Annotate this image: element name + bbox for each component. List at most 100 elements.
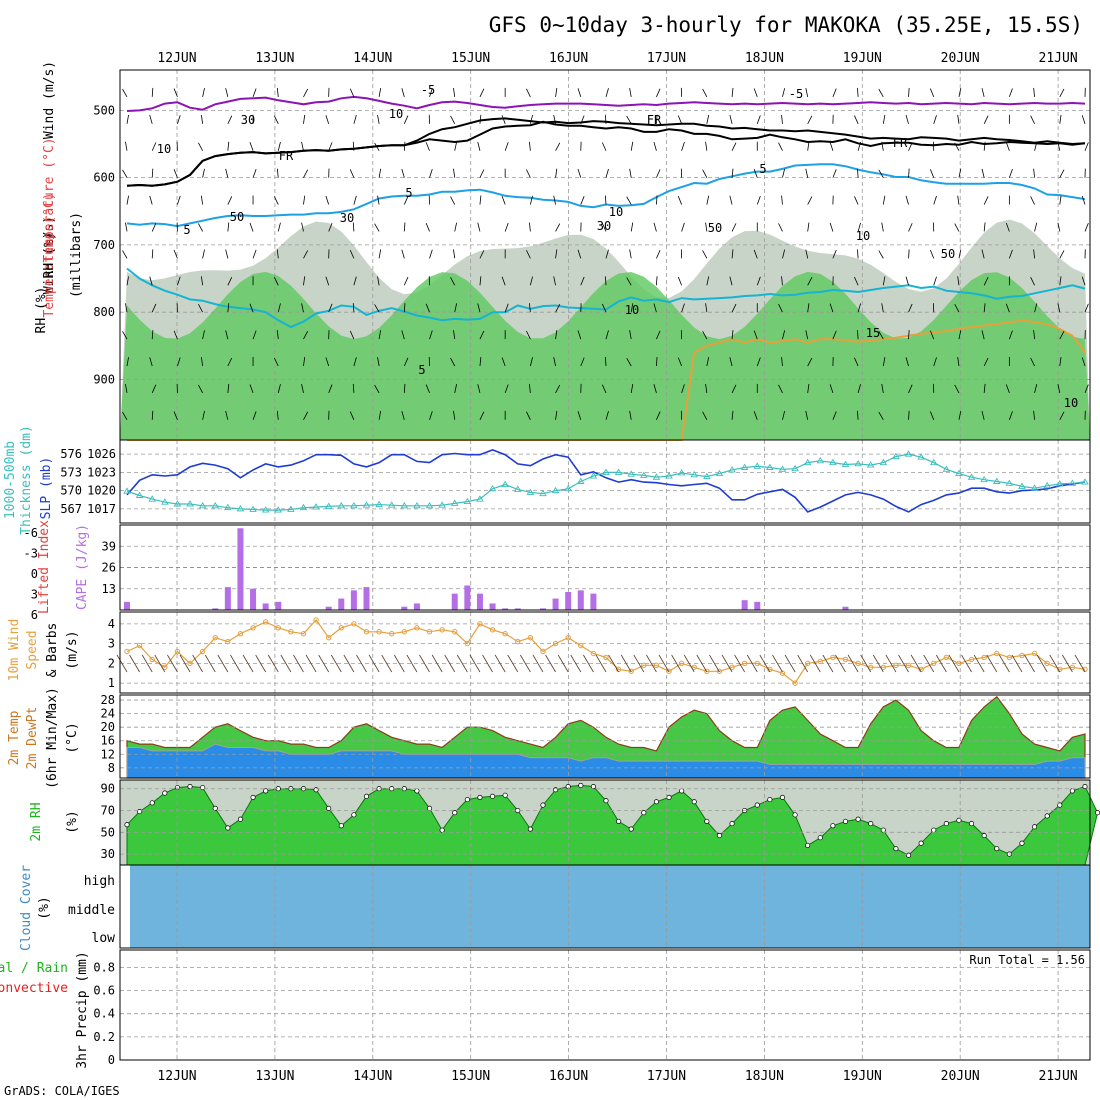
contour-label: 5: [405, 186, 412, 200]
wind-barb: [374, 223, 380, 232]
wind-barb: [151, 223, 157, 232]
wind-barb: [832, 88, 837, 98]
rh-2m-marker: [679, 788, 685, 794]
thickness-marker: [362, 501, 371, 508]
wind-barb: [349, 249, 355, 259]
surface-wind-barb: [986, 654, 998, 673]
wind-barb: [753, 411, 758, 420]
surface-wind-barb: [545, 654, 556, 673]
wind-barb: [705, 303, 708, 313]
wind-barb: [1057, 222, 1061, 232]
thickness-marker: [866, 461, 875, 468]
wind-barb: [1084, 142, 1089, 151]
thickness-marker: [1018, 482, 1026, 489]
wind-barb: [908, 87, 910, 97]
wind-barb: [277, 222, 281, 232]
contour-label: 10: [389, 107, 403, 121]
wind-barb: [1057, 303, 1061, 313]
wind-speed-marker: [628, 668, 634, 674]
wind-barb: [276, 249, 279, 259]
wind-barb: [349, 330, 355, 340]
wind-barb: [403, 222, 406, 232]
rh-2m-marker: [212, 805, 218, 811]
wind-barb: [1081, 115, 1086, 124]
wind-barb: [479, 250, 485, 259]
thickness-marker: [778, 465, 787, 472]
contour-label: 5: [759, 162, 766, 176]
date-label-top: 16JUN: [549, 51, 588, 66]
thickness-marker: [375, 500, 383, 508]
wind-barb: [857, 303, 861, 313]
surface-wind-barb: [683, 654, 695, 673]
rh-2m-marker: [326, 805, 332, 811]
wind-barb: [501, 357, 506, 367]
wind-barb: [1084, 384, 1089, 394]
date-label-bottom: 17JUN: [647, 1069, 686, 1084]
wind-barb: [429, 411, 433, 420]
wind-barb: [479, 88, 485, 98]
date-label-bottom: 21JUN: [1039, 1069, 1078, 1084]
wind-barb: [225, 249, 229, 259]
contour-label: 50: [230, 210, 244, 224]
wind-barb: [905, 276, 909, 286]
wind-barb: [731, 303, 737, 313]
rh-2m-marker: [1032, 824, 1038, 830]
wind-barb: [981, 410, 985, 420]
wind-barb: [403, 115, 409, 124]
thickness-marker: [703, 472, 711, 480]
rh-2m-marker: [1069, 788, 1075, 794]
wind-barb: [782, 330, 786, 340]
wind-speed-marker: [994, 650, 1000, 657]
wind-barb: [227, 303, 230, 313]
wind-barb: [626, 358, 632, 367]
rh-shading-humid: [120, 271, 1090, 440]
wind-barb: [477, 384, 481, 394]
axis-label-temperature: Temperature (°C): [42, 137, 57, 262]
wind-barb: [731, 330, 734, 340]
surface-wind-barb: [709, 654, 720, 673]
wind-speed-marker: [603, 654, 609, 661]
wind-barb: [555, 249, 558, 259]
wind-speed-marker: [540, 648, 546, 655]
wind-barb: [173, 249, 178, 259]
wind-barb: [878, 250, 884, 259]
surface-wind-barb: [330, 654, 342, 673]
axis-label-rh: RH (%): [34, 287, 49, 334]
surface-wind-barb: [507, 654, 519, 673]
wind-barb: [983, 383, 986, 393]
surface-wind-barb: [494, 654, 506, 673]
thickness-marker: [450, 499, 459, 506]
cape-bar: [413, 603, 420, 610]
thickness-marker: [413, 501, 421, 509]
thickness-marker: [766, 463, 774, 470]
wind-speed-marker: [325, 634, 332, 641]
wind-speed-marker: [515, 638, 521, 645]
wind-barb: [401, 411, 405, 420]
wind-barb: [1034, 303, 1038, 313]
wind-barb: [555, 168, 558, 178]
cape-bar: [741, 600, 748, 610]
wind-barb: [706, 276, 710, 286]
surface-wind-barb: [633, 654, 645, 673]
surface-wind-barb: [431, 654, 443, 673]
wind-speed-marker: [905, 662, 912, 669]
wind-speed-marker: [981, 654, 987, 661]
surface-wind-barb: [973, 654, 985, 673]
wind-barb: [929, 411, 935, 420]
wind-speed-marker: [653, 662, 660, 669]
wind-barb: [401, 88, 405, 98]
wind-barb: [731, 87, 734, 97]
wind-speed-marker: [716, 668, 723, 674]
wind-barb: [151, 303, 157, 313]
cape-bar: [250, 588, 257, 610]
wind-barb: [958, 249, 962, 259]
thickness-marker: [967, 473, 976, 480]
dewpoint-2m-area: [126, 743, 1086, 779]
wind-barb: [378, 168, 382, 178]
wind-barb: [202, 168, 205, 178]
thickness-marker: [400, 501, 409, 509]
contour-label: 10: [856, 229, 870, 243]
surface-wind-barb: [872, 654, 884, 673]
wind-barb: [857, 384, 861, 394]
wind-speed-marker: [149, 656, 155, 663]
